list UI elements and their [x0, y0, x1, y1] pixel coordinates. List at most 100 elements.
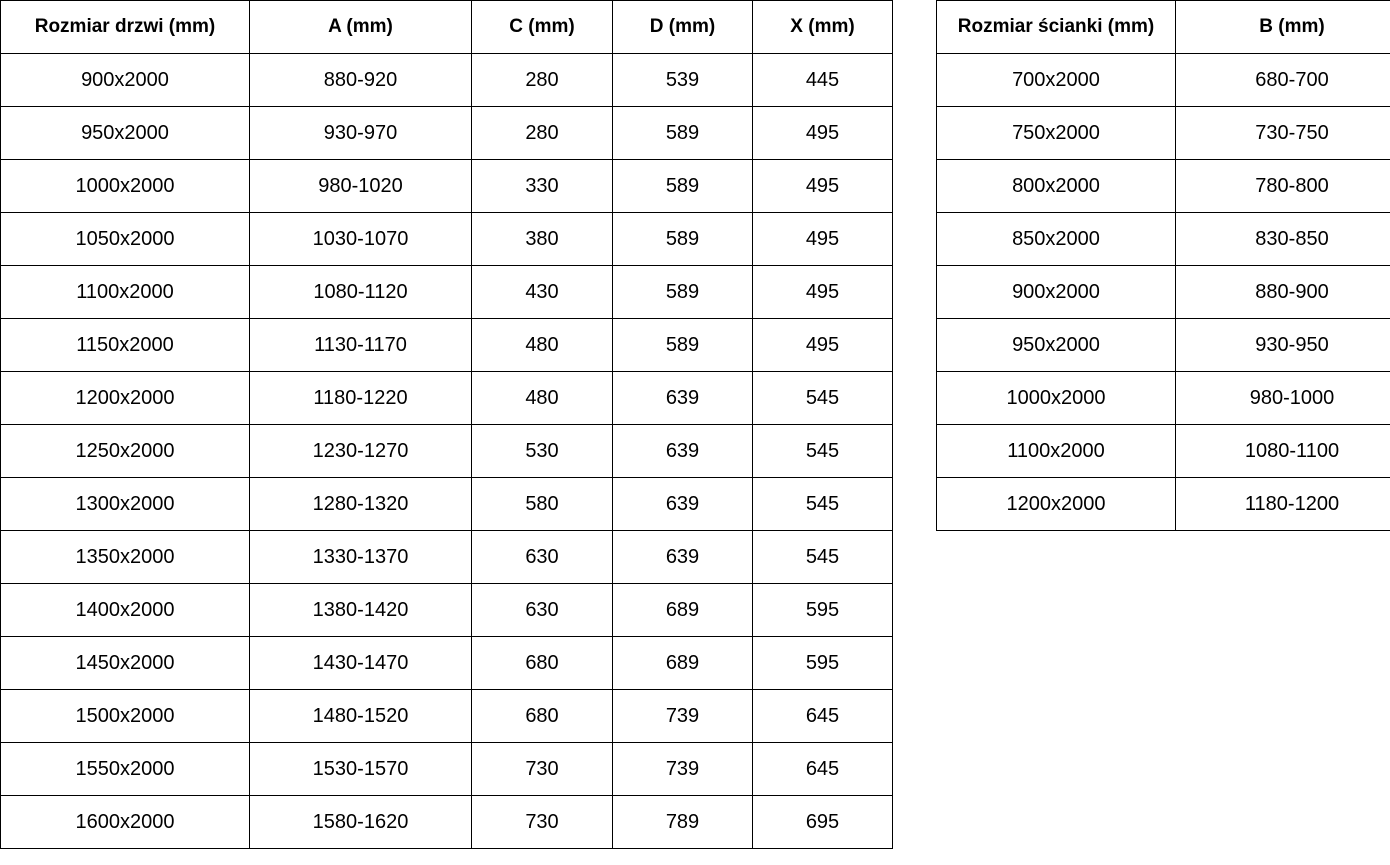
table-row: 1300x2000 1280-1320 580 639 545 — [0, 477, 893, 531]
table-cell: 950x2000 — [936, 318, 1176, 372]
door-sizes-table: Rozmiar drzwi (mm) A (mm) C (mm) D (mm) X (m… — [0, 0, 893, 849]
column-header: C (mm) — [471, 0, 613, 54]
table-cell: 1400x2000 — [0, 583, 250, 637]
table-row: 1600x2000 1580-1620 730 789 695 — [0, 795, 893, 849]
table-cell: 380 — [471, 212, 613, 266]
table-row: 1450x2000 1430-1470 680 689 595 — [0, 636, 893, 690]
table-cell: 1480-1520 — [249, 689, 472, 743]
table-row: 1500x2000 1480-1520 680 739 645 — [0, 689, 893, 743]
table-cell: 830-850 — [1175, 212, 1390, 266]
table-cell: 680-700 — [1175, 53, 1390, 107]
table-row: 1000x2000 980-1020 330 589 495 — [0, 159, 893, 213]
table-cell: 1130-1170 — [249, 318, 472, 372]
table-cell: 545 — [752, 424, 893, 478]
table-cell: 1280-1320 — [249, 477, 472, 531]
table-row: 1200x2000 1180-1200 — [936, 477, 1390, 531]
table-cell: 445 — [752, 53, 893, 107]
table-cell: 1250x2000 — [0, 424, 250, 478]
table-cell: 280 — [471, 106, 613, 160]
table-cell: 789 — [612, 795, 753, 849]
table-row: 900x2000 880-900 — [936, 265, 1390, 319]
table-row: 1050x2000 1030-1070 380 589 495 — [0, 212, 893, 266]
table-cell: 1530-1570 — [249, 742, 472, 796]
table-row: 800x2000 780-800 — [936, 159, 1390, 213]
table-cell: 330 — [471, 159, 613, 213]
table-row: 1000x2000 980-1000 — [936, 371, 1390, 425]
table-cell: 930-950 — [1175, 318, 1390, 372]
table-cell: 695 — [752, 795, 893, 849]
table-cell: 680 — [471, 689, 613, 743]
table-cell: 589 — [612, 265, 753, 319]
table-row: 950x2000 930-970 280 589 495 — [0, 106, 893, 160]
table-cell: 545 — [752, 371, 893, 425]
table-cell: 495 — [752, 318, 893, 372]
table-cell: 1200x2000 — [936, 477, 1176, 531]
table-cell: 1350x2000 — [0, 530, 250, 584]
table-cell: 1180-1220 — [249, 371, 472, 425]
table-cell: 1450x2000 — [0, 636, 250, 690]
table-cell: 880-900 — [1175, 265, 1390, 319]
table-cell: 630 — [471, 530, 613, 584]
column-header: D (mm) — [612, 0, 753, 54]
table-row: 1400x2000 1380-1420 630 689 595 — [0, 583, 893, 637]
table-cell: 730 — [471, 795, 613, 849]
table-cell: 595 — [752, 583, 893, 637]
table-cell: 1100x2000 — [0, 265, 250, 319]
table-cell: 639 — [612, 371, 753, 425]
table-cell: 1200x2000 — [0, 371, 250, 425]
table-cell: 430 — [471, 265, 613, 319]
table-cell: 545 — [752, 477, 893, 531]
table-cell: 645 — [752, 742, 893, 796]
table-cell: 1150x2000 — [0, 318, 250, 372]
column-header: A (mm) — [249, 0, 472, 54]
table-cell: 639 — [612, 477, 753, 531]
table-cell: 1550x2000 — [0, 742, 250, 796]
table-cell: 1230-1270 — [249, 424, 472, 478]
table-cell: 1330-1370 — [249, 530, 472, 584]
table-row: 1100x2000 1080-1100 — [936, 424, 1390, 478]
table-cell: 1580-1620 — [249, 795, 472, 849]
table-cell: 900x2000 — [0, 53, 250, 107]
wall-sizes-table-header: Rozmiar ścianki (mm) B (mm) — [936, 0, 1390, 54]
table-cell: 980-1000 — [1175, 371, 1390, 425]
table-cell: 730-750 — [1175, 106, 1390, 160]
table-cell: 739 — [612, 742, 753, 796]
table-cell: 1300x2000 — [0, 477, 250, 531]
door-sizes-table-body: 900x2000 880-920 280 539 445 950x2000 930-970 2… — [0, 53, 893, 849]
table-cell: 689 — [612, 636, 753, 690]
table-cell: 495 — [752, 212, 893, 266]
column-header: X (mm) — [752, 0, 893, 54]
table-cell: 589 — [612, 106, 753, 160]
table-cell: 639 — [612, 530, 753, 584]
table-cell: 480 — [471, 318, 613, 372]
table-cell: 1600x2000 — [0, 795, 250, 849]
table-cell: 589 — [612, 212, 753, 266]
table-cell: 700x2000 — [936, 53, 1176, 107]
table-row: 1100x2000 1080-1120 430 589 495 — [0, 265, 893, 319]
table-cell: 1100x2000 — [936, 424, 1176, 478]
table-row: 700x2000 680-700 — [936, 53, 1390, 107]
table-cell: 950x2000 — [0, 106, 250, 160]
table-cell: 1500x2000 — [0, 689, 250, 743]
table-cell: 1050x2000 — [0, 212, 250, 266]
table-row: 1150x2000 1130-1170 480 589 495 — [0, 318, 893, 372]
table-cell: 630 — [471, 583, 613, 637]
table-cell: 595 — [752, 636, 893, 690]
table-cell: 280 — [471, 53, 613, 107]
table-cell: 1000x2000 — [936, 371, 1176, 425]
table-row: 850x2000 830-850 — [936, 212, 1390, 266]
table-cell: 580 — [471, 477, 613, 531]
column-header: B (mm) — [1175, 0, 1390, 54]
table-row: 1200x2000 1180-1220 480 639 545 — [0, 371, 893, 425]
table-cell: 645 — [752, 689, 893, 743]
table-cell: 689 — [612, 583, 753, 637]
header-row: Rozmiar ścianki (mm) B (mm) — [936, 0, 1390, 54]
table-cell: 539 — [612, 53, 753, 107]
table-cell: 900x2000 — [936, 265, 1176, 319]
table-cell: 930-970 — [249, 106, 472, 160]
table-cell: 980-1020 — [249, 159, 472, 213]
table-row: 1350x2000 1330-1370 630 639 545 — [0, 530, 893, 584]
table-cell: 1080-1100 — [1175, 424, 1390, 478]
table-row: 750x2000 730-750 — [936, 106, 1390, 160]
